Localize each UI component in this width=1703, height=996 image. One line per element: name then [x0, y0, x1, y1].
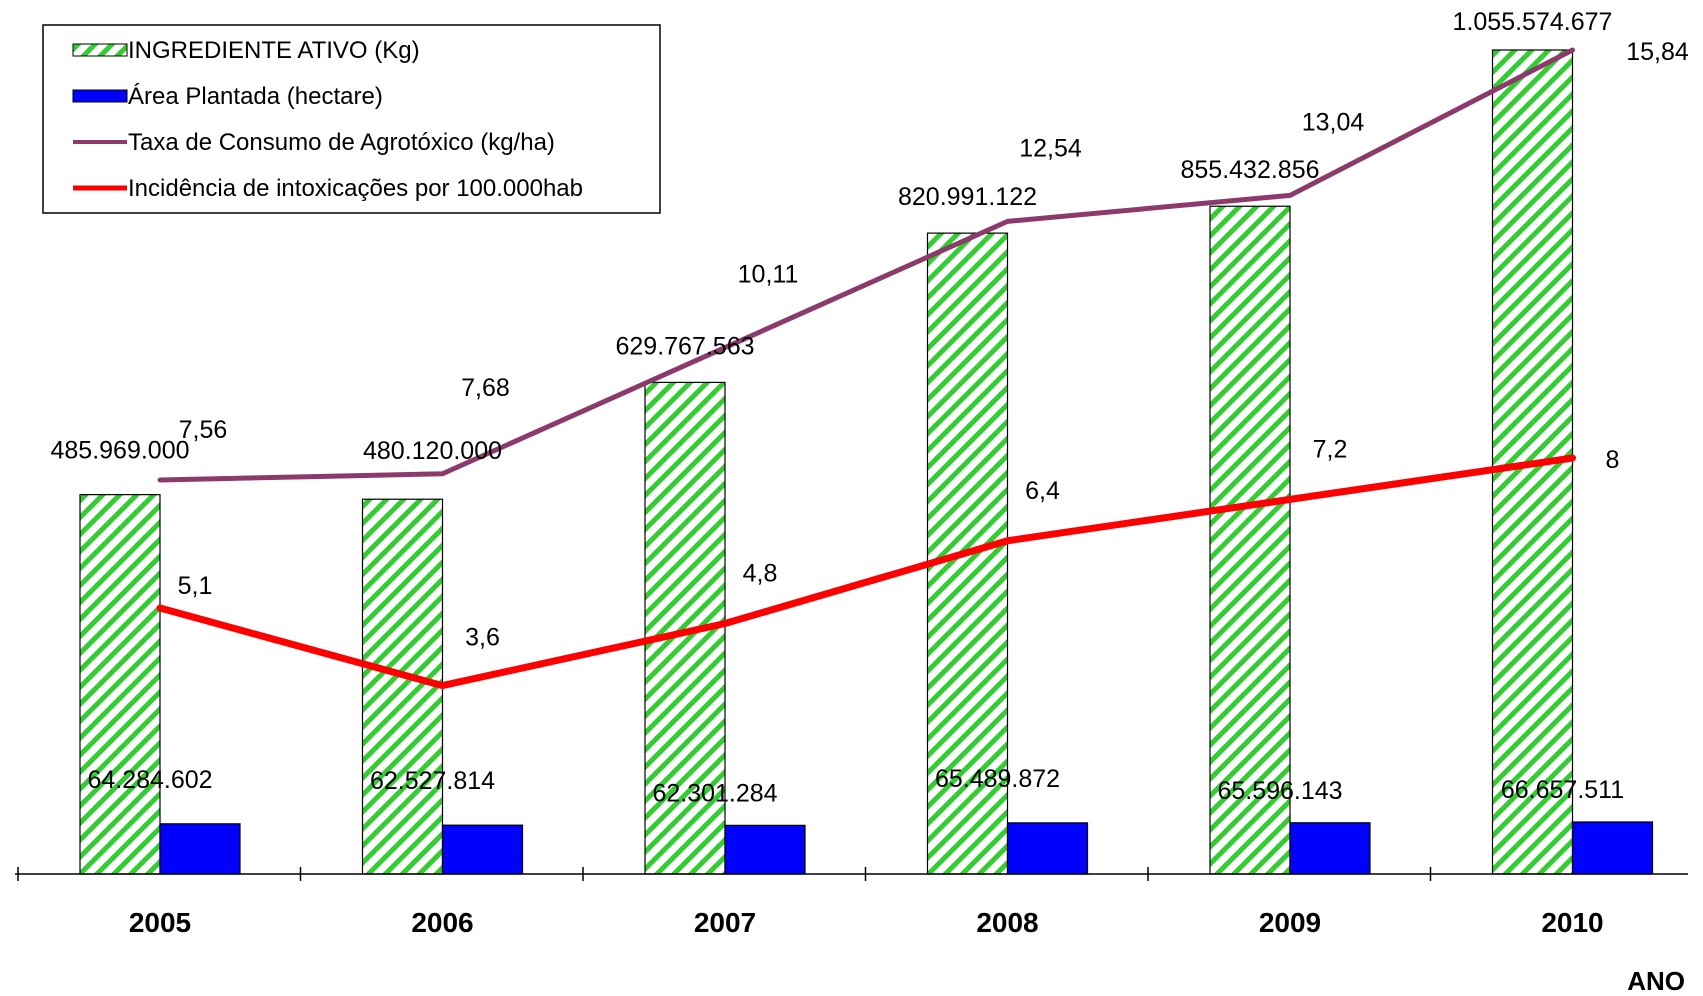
- label-taxa-2009: 13,04: [1302, 108, 1365, 136]
- label-area-2006: 62.527.814: [370, 767, 495, 795]
- label-taxa-2007: 10,11: [738, 261, 799, 289]
- bar-ingrediente-2009: [1209, 205, 1291, 875]
- x-tick-label-2005: 2005: [129, 907, 191, 938]
- bar-area-2006: [441, 824, 524, 875]
- label-ingrediente-2010: 1.055.574.677: [1453, 8, 1613, 36]
- label-ingrediente-2009: 855.432.856: [1180, 156, 1319, 184]
- bar-area-2005: [159, 823, 241, 875]
- label-taxa-2006: 7,68: [461, 374, 510, 402]
- lines-layer: [156, 47, 1576, 690]
- label-taxa-2010: 15,84: [1626, 38, 1689, 66]
- bar-area-2009: [1289, 822, 1371, 875]
- label-area-2010: 66.657.511: [1501, 776, 1624, 804]
- bar-ingrediente-2005: [79, 494, 161, 875]
- line-incidencia-intoxicacoes: [156, 454, 1576, 690]
- bar-ingrediente-2006: [361, 498, 444, 875]
- label-incidencia-2006: 3,6: [465, 624, 500, 652]
- label-ingrediente-2005: 485.969.000: [50, 437, 189, 465]
- label-area-2005: 64.284.602: [87, 766, 212, 794]
- legend-label-2: Taxa de Consumo de Agrotóxico (kg/ha): [128, 129, 555, 156]
- label-area-2009: 65.596.143: [1217, 777, 1342, 805]
- label-area-2008: 65.489.872: [935, 765, 1060, 793]
- x-tick-label-2007: 2007: [694, 907, 756, 938]
- legend: INGREDIENTE ATIVO (Kg) Área Plantada (hec…: [42, 24, 661, 214]
- legend-swatch-area: [72, 89, 128, 103]
- label-incidencia-2005: 5,1: [178, 572, 213, 600]
- label-taxa-2008: 12,54: [1019, 134, 1082, 162]
- label-ingrediente-2008: 820.991.122: [898, 183, 1037, 211]
- legend-label-0: INGREDIENTE ATIVO (Kg): [128, 37, 420, 64]
- x-tick-label-2010: 2010: [1541, 907, 1603, 938]
- line-taxa-consumo: [157, 47, 1575, 483]
- bar-area-2008: [1006, 822, 1089, 875]
- x-axis: 2005 2006 2007 2008 2009 2010 ANO: [15, 867, 1688, 996]
- label-ingrediente-2007: 629.767.563: [615, 332, 754, 360]
- legend-label-1: Área Plantada (hectare): [128, 83, 383, 110]
- label-taxa-2005: 7,56: [179, 416, 228, 444]
- label-incidencia-2009: 7,2: [1313, 435, 1348, 463]
- x-tick-label-2006: 2006: [411, 907, 473, 938]
- x-axis-title: ANO: [1627, 966, 1685, 996]
- label-area-2007: 62.301.284: [652, 779, 777, 807]
- legend-label-3: Incidência de intoxicações por 100.000ha…: [128, 175, 583, 202]
- x-tick-label-2009: 2009: [1259, 907, 1321, 938]
- label-incidencia-2010: 8: [1606, 446, 1620, 474]
- label-ingrediente-2006: 480.120.000: [363, 437, 502, 465]
- bar-area-2007: [724, 824, 806, 875]
- label-incidencia-2008: 6,4: [1025, 477, 1060, 505]
- data-labels-layer: 485.969.000 480.120.000 629.767.563 820.991…: [50, 8, 1688, 807]
- legend-swatch-ingrediente: [72, 43, 128, 57]
- label-incidencia-2007: 4,8: [743, 560, 778, 588]
- x-tick-label-2008: 2008: [976, 907, 1038, 938]
- bar-area-2010: [1571, 821, 1654, 875]
- legend-box: [42, 24, 661, 214]
